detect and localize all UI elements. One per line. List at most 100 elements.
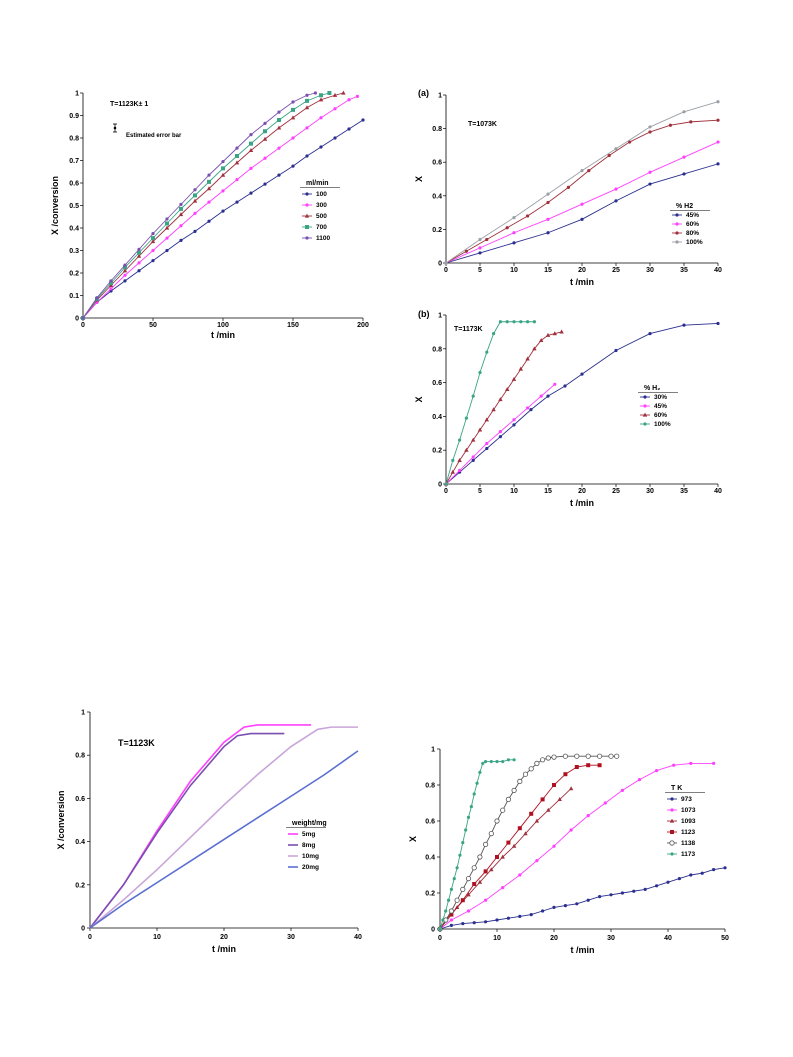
data-point [458, 468, 462, 473]
data-point [471, 865, 477, 871]
data-point [469, 805, 473, 809]
series-line [439, 755, 617, 930]
x-tick-label: 200 [357, 322, 369, 329]
x-tick-label: 0 [444, 267, 448, 274]
data-point [545, 332, 551, 337]
y-tick-label: 0.6 [75, 796, 85, 803]
data-point [614, 753, 620, 759]
data-point [580, 202, 584, 206]
data-point [506, 916, 510, 920]
data-point [648, 182, 652, 186]
data-point [137, 261, 141, 265]
data-point [137, 250, 141, 255]
data-point [700, 871, 704, 875]
data-point [461, 922, 465, 926]
data-point [332, 92, 338, 97]
legend-title: T K [671, 785, 682, 792]
y-tick-label: 1 [81, 710, 85, 717]
data-point [484, 417, 489, 422]
data-point [263, 121, 267, 125]
data-point [458, 438, 462, 442]
data-point [485, 441, 489, 446]
x-tick-label: 50 [721, 935, 729, 942]
data-point [501, 760, 505, 764]
data-point [526, 214, 530, 218]
data-point [235, 178, 239, 182]
data-point [235, 200, 239, 204]
data-point [723, 866, 727, 870]
data-point [511, 787, 517, 794]
x-tick-label: 40 [714, 267, 722, 274]
data-point [546, 217, 550, 221]
data-point [575, 902, 579, 906]
legend-item: 500 [316, 213, 327, 220]
legend-item: 300 [316, 202, 327, 209]
data-point [568, 786, 574, 791]
data-point [475, 781, 479, 785]
data-point [454, 897, 460, 903]
chart-c2: 00.20.40.60.810 5 10 15 20 25 30 35 40t /minX(a)… [414, 88, 722, 287]
legend-item: 1138 [681, 840, 695, 847]
x-tick-label: 25 [612, 488, 620, 495]
data-point [505, 226, 509, 230]
legend-item: 1173 [681, 851, 695, 858]
data-point [449, 918, 453, 922]
data-point [505, 320, 509, 324]
series-line [439, 759, 515, 930]
data-point [457, 457, 462, 462]
series-20mg [89, 750, 359, 929]
data-point [552, 331, 557, 336]
y-tick-label: 0.2 [69, 271, 79, 278]
x-axis-label: t /min [212, 944, 236, 954]
data-point [123, 263, 127, 267]
data-point [151, 259, 155, 263]
data-point [477, 854, 483, 860]
data-point [546, 231, 550, 235]
data-point [109, 287, 113, 291]
data-point [668, 123, 673, 127]
data-point [235, 154, 239, 158]
data-point [291, 100, 295, 104]
data-point [449, 887, 453, 892]
x-tick-label: 10 [493, 935, 501, 942]
data-point [304, 105, 310, 110]
data-point [466, 909, 471, 913]
legend-title: ml/min [306, 180, 329, 187]
x-tick-label: 0 [81, 322, 85, 329]
y-tick-label: 0.8 [432, 126, 442, 133]
x-tick-label: 30 [646, 488, 654, 495]
legend-item: 100 [316, 191, 327, 198]
data-point [603, 801, 607, 805]
series-line [82, 92, 316, 319]
data-point [448, 908, 454, 914]
data-point [598, 895, 602, 899]
data-point [494, 818, 500, 824]
data-point [655, 884, 659, 888]
y-tick-label: 0.5 [69, 203, 79, 210]
data-point [648, 130, 652, 134]
data-point [519, 320, 523, 324]
data-point [682, 323, 686, 327]
data-point [522, 771, 529, 777]
error-bar-point [113, 126, 117, 130]
data-point [546, 394, 550, 398]
legend-item: 45% [686, 212, 699, 219]
data-point [546, 807, 551, 812]
series-1138 [437, 753, 620, 932]
series-line [82, 92, 344, 319]
x-tick-label: 25 [612, 267, 620, 274]
data-point [488, 830, 494, 837]
data-point [471, 394, 475, 398]
panel-label: (a) [418, 88, 429, 98]
data-point [179, 202, 183, 206]
data-point [446, 898, 451, 902]
data-point [566, 185, 571, 189]
data-point [95, 296, 99, 300]
data-point [151, 248, 155, 253]
x-tick-label: 30 [607, 935, 615, 942]
legend-item: 8mg [302, 842, 315, 849]
legend-item: 45% [654, 403, 667, 410]
y-tick-label: 0.1 [69, 293, 79, 300]
